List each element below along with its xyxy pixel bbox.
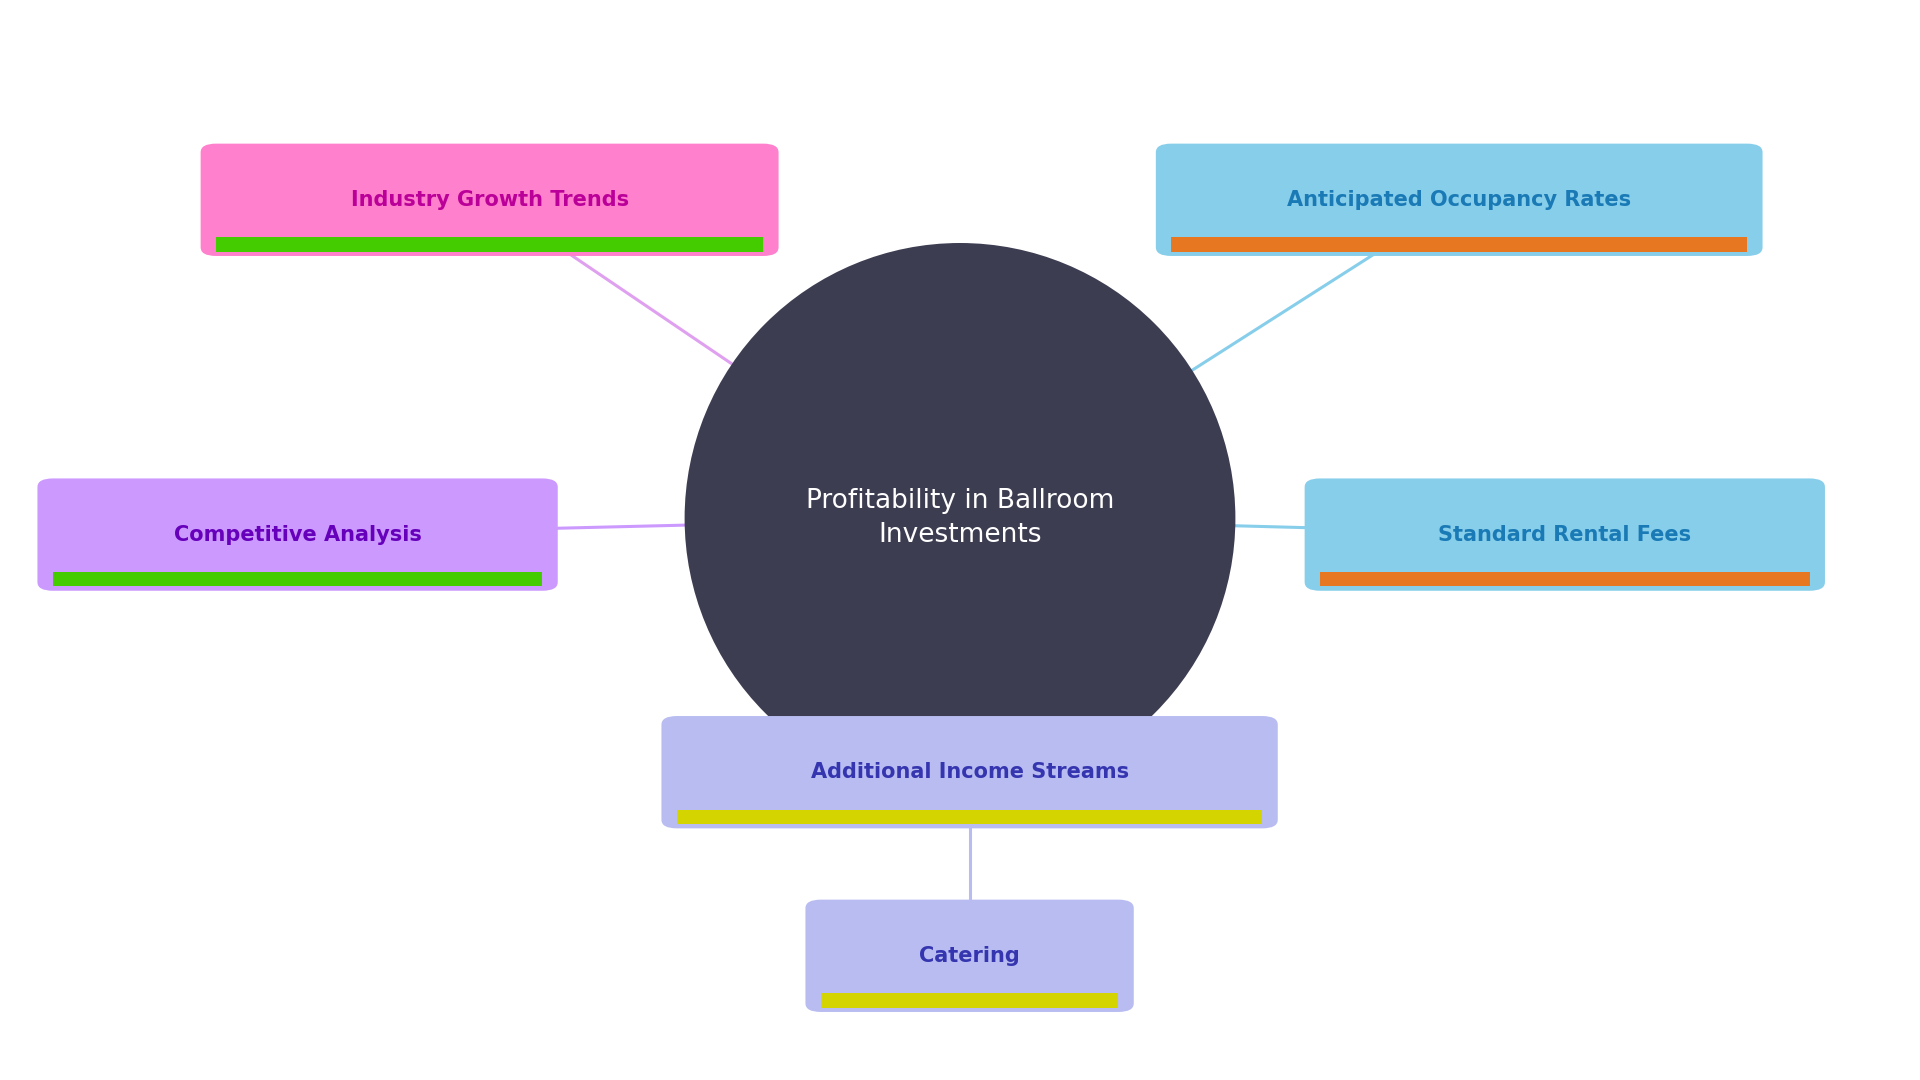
FancyBboxPatch shape xyxy=(1304,478,1824,591)
Bar xyxy=(822,994,1117,1008)
Text: Profitability in Ballroom
Investments: Profitability in Ballroom Investments xyxy=(806,488,1114,549)
FancyBboxPatch shape xyxy=(202,144,780,256)
FancyBboxPatch shape xyxy=(806,900,1133,1012)
Bar xyxy=(217,238,762,252)
Ellipse shape xyxy=(685,243,1235,794)
Text: Competitive Analysis: Competitive Analysis xyxy=(173,525,422,544)
Bar xyxy=(678,810,1263,824)
Text: Additional Income Streams: Additional Income Streams xyxy=(810,762,1129,782)
FancyBboxPatch shape xyxy=(36,478,559,591)
Text: Industry Growth Trends: Industry Growth Trends xyxy=(351,190,628,210)
Text: Catering: Catering xyxy=(920,946,1020,966)
FancyBboxPatch shape xyxy=(1156,144,1763,256)
Bar xyxy=(1171,238,1747,252)
FancyBboxPatch shape xyxy=(660,716,1279,828)
Bar xyxy=(1321,572,1809,586)
Bar xyxy=(52,572,541,586)
Text: Standard Rental Fees: Standard Rental Fees xyxy=(1438,525,1692,544)
Text: Anticipated Occupancy Rates: Anticipated Occupancy Rates xyxy=(1286,190,1632,210)
